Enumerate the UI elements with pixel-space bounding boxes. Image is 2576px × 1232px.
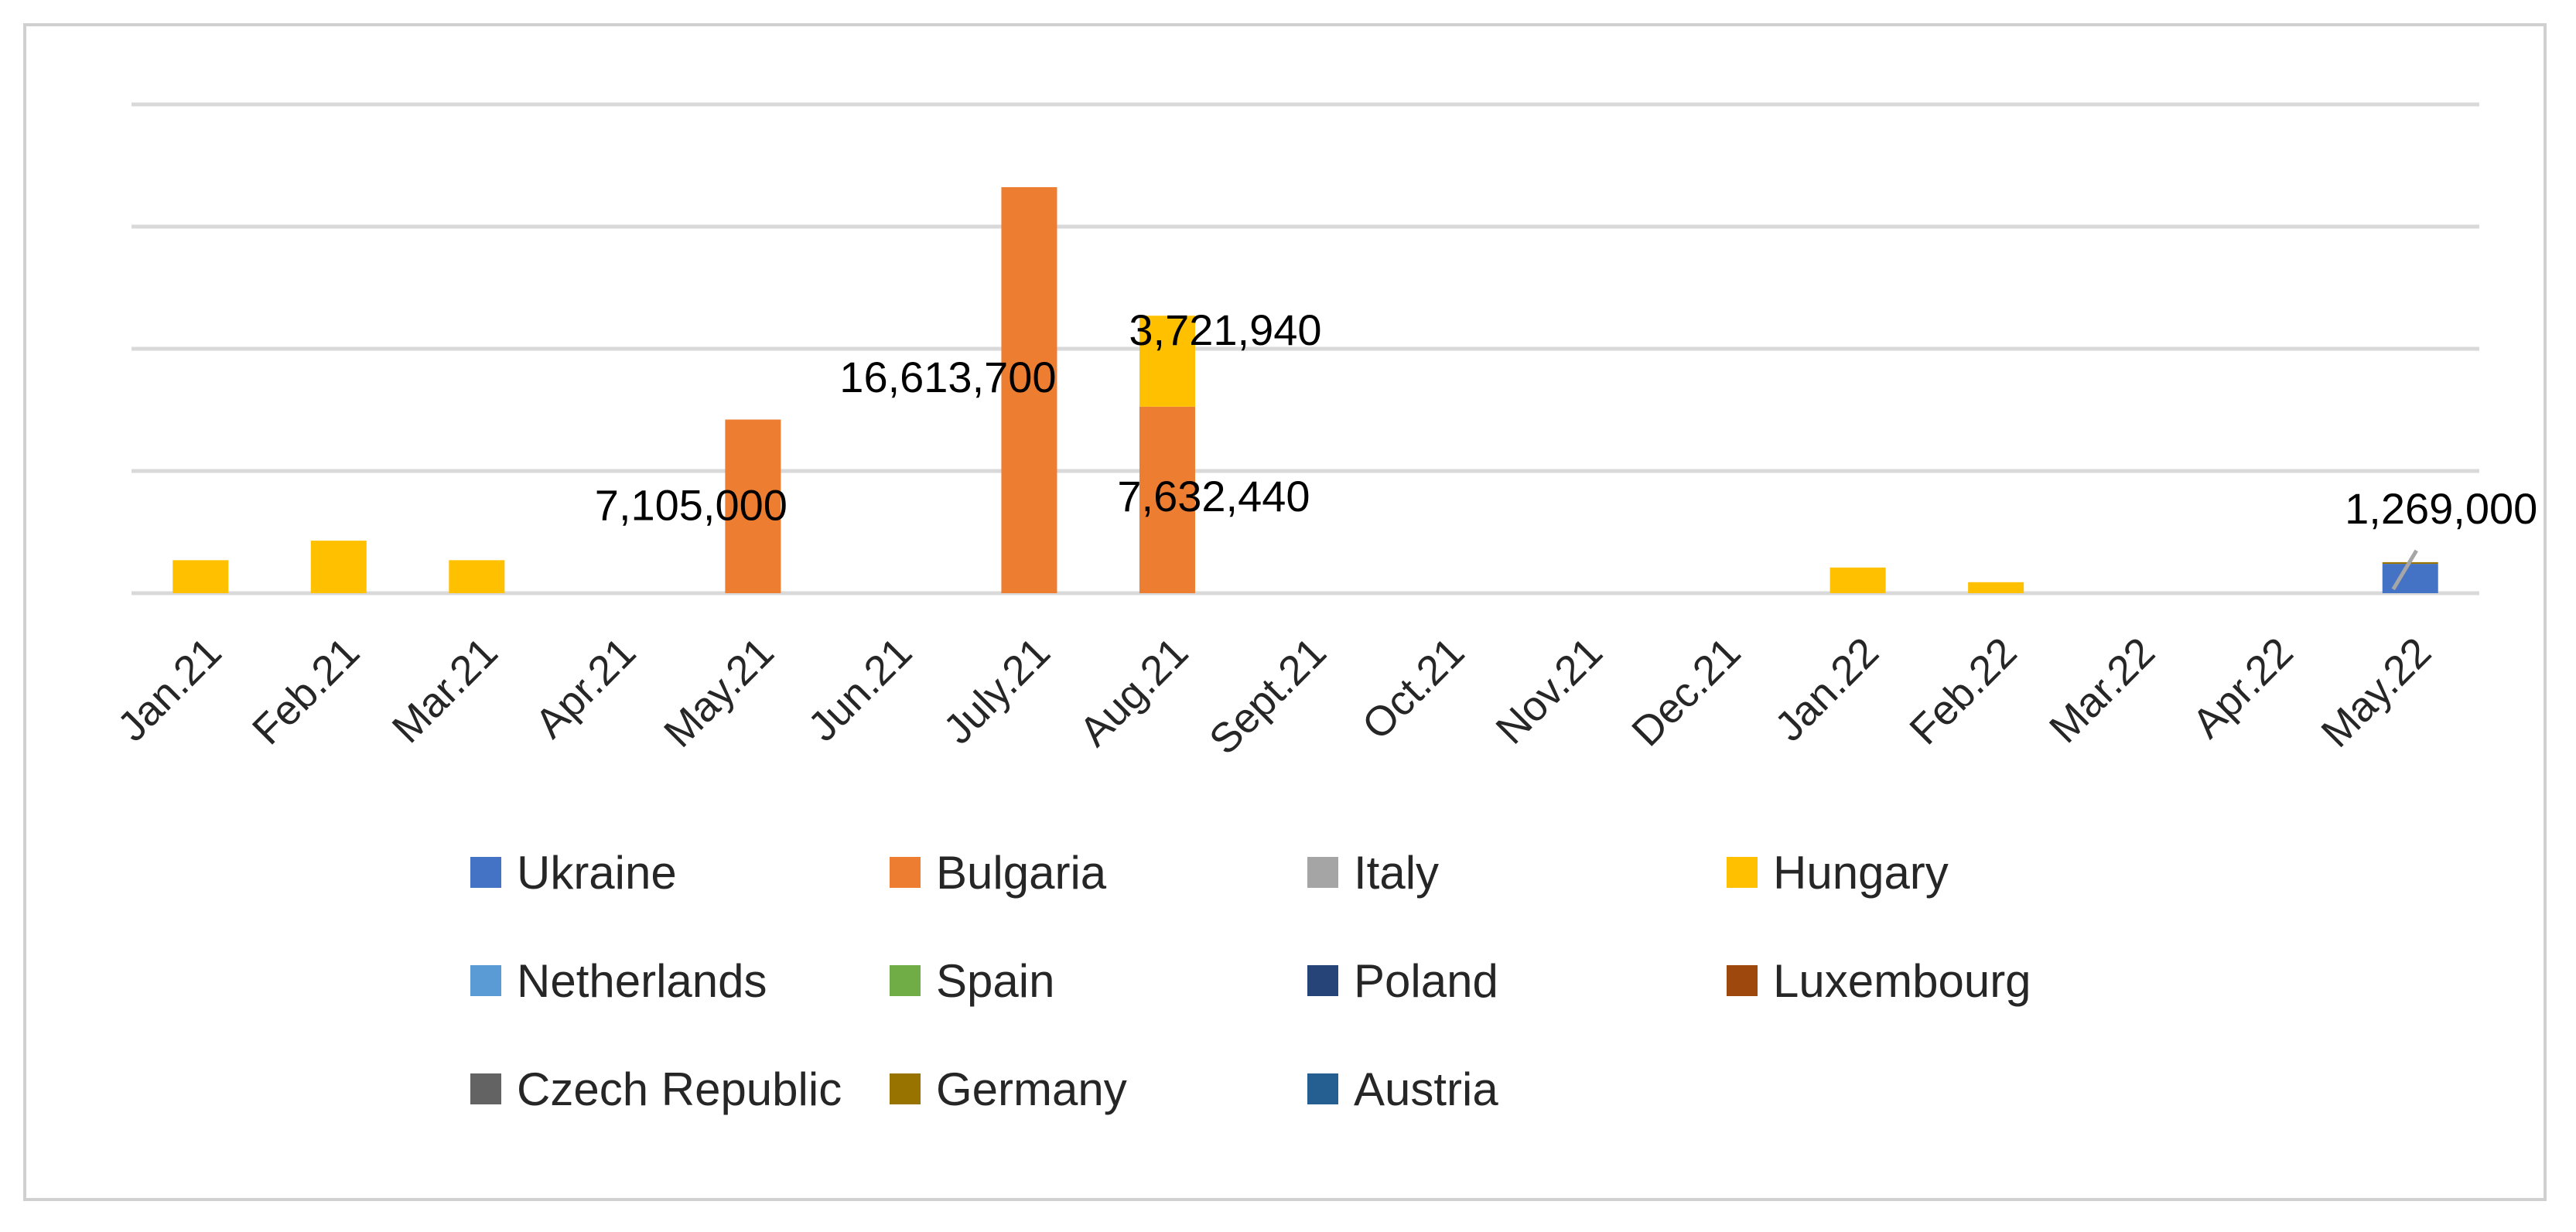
bar-bulgaria-aug-21 [1139, 406, 1195, 593]
x-tick-label: Jan.21 [109, 629, 231, 750]
x-tick-label: Dec.21 [1623, 629, 1749, 755]
x-tick-label: July.21 [934, 629, 1059, 753]
data-label: 1,269,000 [2345, 484, 2537, 533]
data-label: 7,632,440 [1117, 472, 1310, 520]
bar-hungary-mar-21 [449, 560, 505, 593]
bar-bulgaria-july-21 [1001, 187, 1057, 593]
chart-frame [23, 23, 2547, 1201]
data-label: 16,613,700 [839, 353, 1056, 401]
x-tick-label: Aug.21 [1071, 629, 1197, 755]
bar-ukraine-may-22 [2382, 564, 2438, 593]
x-tick-label: Jan.22 [1766, 629, 1888, 750]
x-tick-label: Mar.22 [2041, 629, 2164, 752]
x-tick-label: Jun.21 [799, 629, 921, 750]
bar-hungary-aug-21 [1139, 316, 1195, 407]
x-tick-label: Apr.21 [527, 629, 645, 747]
x-tick-label: Apr.22 [2184, 629, 2302, 747]
bar-hungary-jan-22 [1830, 567, 1886, 593]
data-label-leader-line [2391, 549, 2418, 591]
x-tick-label: Oct.21 [1354, 629, 1474, 749]
x-tick-label: Mar.21 [384, 629, 507, 752]
bar-hungary-feb-21 [310, 541, 367, 593]
data-label: 7,105,000 [595, 480, 787, 529]
bar-bulgaria-may-21 [725, 419, 781, 593]
bar-hungary-jan-21 [173, 560, 229, 593]
x-tick-label: Feb.21 [244, 629, 368, 753]
x-tick-label: May.22 [2312, 629, 2440, 756]
data-label: 3,721,940 [1129, 305, 1321, 354]
x-tick-label: Feb.22 [1901, 629, 2025, 753]
x-tick-label: May.21 [655, 629, 783, 756]
x-tick-label: Nov.21 [1487, 629, 1611, 753]
x-tick-label: Sept.21 [1201, 629, 1335, 763]
bar-hungary-feb-22 [1968, 582, 2024, 593]
